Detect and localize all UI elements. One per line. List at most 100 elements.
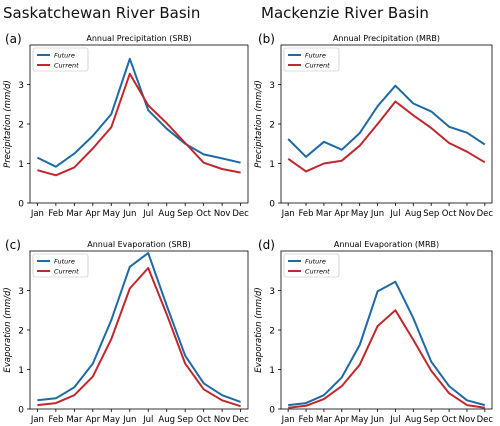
y-tick-label: 2 xyxy=(269,121,275,131)
y-tick-label: 2 xyxy=(269,327,275,337)
y-tick-label: 3 xyxy=(269,287,275,297)
y-tick-label: 0 xyxy=(18,200,24,210)
y-tick-label: 1 xyxy=(269,160,275,170)
x-tick-label: Aug xyxy=(405,209,422,219)
y-axis-label: Evaporation (mm/d) xyxy=(3,287,13,372)
x-tick-label: May xyxy=(351,415,369,425)
x-tick-label: Jan xyxy=(281,415,295,425)
x-tick-label: Mar xyxy=(316,415,333,425)
x-tick-label: Oct xyxy=(442,415,457,425)
chart-title: Annual Evaporation (SRB) xyxy=(87,240,190,249)
panel-label: (b) xyxy=(258,32,275,46)
panel-label: (a) xyxy=(5,32,22,46)
x-tick-label: Oct xyxy=(196,415,211,425)
series-line-future xyxy=(288,280,486,407)
x-tick-label: Nov xyxy=(459,415,476,425)
legend: Future Current xyxy=(283,253,340,278)
x-tick-label: Jul xyxy=(142,415,153,425)
x-tick-label: Aug xyxy=(158,209,175,219)
x-tick-label: May xyxy=(351,209,369,219)
x-tick-label: Apr xyxy=(85,209,100,219)
basin-title-left: Saskatchewan River Basin xyxy=(3,4,201,22)
x-tick-label: Sep xyxy=(423,415,439,425)
x-tick-label: Sep xyxy=(177,209,193,219)
x-tick-label: Mar xyxy=(66,209,83,219)
legend: Future Current xyxy=(32,253,89,278)
chart-title: Annual Evaporation (MRB) xyxy=(334,240,439,249)
series-line-current xyxy=(37,72,241,177)
y-axis-label: Precipitation (mm/d) xyxy=(3,80,13,168)
legend: Future Current xyxy=(283,47,340,72)
series-line-future xyxy=(287,84,486,158)
legend-label: Future xyxy=(54,52,75,60)
x-tick-label: Feb xyxy=(48,415,63,425)
x-tick-label: Feb xyxy=(299,209,314,219)
x-tick-label: Dec xyxy=(232,415,249,425)
x-tick-label: Jun xyxy=(370,415,384,425)
y-tick-label: 1 xyxy=(18,366,24,376)
x-tick-label: Jan xyxy=(30,415,44,425)
y-tick-label: 3 xyxy=(269,81,275,91)
x-tick-label: Aug xyxy=(158,415,175,425)
x-tick-label: May xyxy=(102,209,120,219)
legend-label: Current xyxy=(305,268,330,276)
y-tick-label: 2 xyxy=(18,327,24,337)
x-tick-label: Mar xyxy=(66,415,83,425)
legend-label: Future xyxy=(305,258,326,266)
y-tick-label: 0 xyxy=(269,200,275,210)
y-axis-label: Evaporation (mm/d) xyxy=(254,287,264,372)
x-tick-label: Nov xyxy=(214,415,231,425)
x-tick-label: Jun xyxy=(122,415,136,425)
x-tick-label: Apr xyxy=(334,415,349,425)
series-line-current xyxy=(287,100,486,173)
x-tick-label: Apr xyxy=(85,415,100,425)
legend: Future Current xyxy=(32,47,89,72)
x-tick-label: Dec xyxy=(477,209,494,219)
x-tick-label: May xyxy=(102,415,120,425)
y-tick-label: 1 xyxy=(269,366,275,376)
x-tick-label: Oct xyxy=(196,209,211,219)
series-line-current xyxy=(37,267,241,408)
x-tick-label: Jul xyxy=(142,209,153,219)
x-tick-label: Jun xyxy=(370,209,384,219)
series-line-future xyxy=(36,57,241,168)
series-line-future xyxy=(37,252,241,403)
x-tick-label: Jul xyxy=(389,415,400,425)
chart-title: Annual Precipitation (SRB) xyxy=(86,34,191,43)
y-tick-label: 2 xyxy=(18,121,24,131)
x-tick-label: Feb xyxy=(48,209,63,219)
x-tick-label: Jun xyxy=(122,209,136,219)
legend-label: Current xyxy=(54,62,79,70)
y-tick-label: 3 xyxy=(18,287,24,297)
panel-label: (c) xyxy=(5,238,21,252)
x-tick-label: Aug xyxy=(405,415,422,425)
y-tick-label: 0 xyxy=(269,406,275,416)
x-tick-label: Nov xyxy=(214,209,231,219)
x-tick-label: Sep xyxy=(177,415,193,425)
x-tick-label: Oct xyxy=(442,209,457,219)
y-tick-label: 3 xyxy=(18,81,24,91)
x-tick-label: Apr xyxy=(334,209,349,219)
chart-panel-3: (c) Annual Evaporation (SRB) 0 1 2 3 Jan Feb Mar… xyxy=(3,238,249,425)
x-tick-label: Dec xyxy=(477,415,494,425)
legend-label: Current xyxy=(54,268,79,276)
legend-label: Future xyxy=(54,258,75,266)
x-tick-label: Jan xyxy=(281,209,295,219)
y-tick-label: 0 xyxy=(18,406,24,416)
x-tick-label: Sep xyxy=(423,209,439,219)
chart-panel-4: (d) Annual Evaporation (MRB) 0 1 2 3 Jan Feb Mar… xyxy=(254,238,493,425)
x-tick-label: Feb xyxy=(299,415,314,425)
x-tick-label: Dec xyxy=(232,209,249,219)
legend-label: Future xyxy=(305,52,326,60)
chart-title: Annual Precipitation (MRB) xyxy=(333,34,440,43)
x-tick-label: Jan xyxy=(30,209,44,219)
series-line-current xyxy=(288,309,485,409)
y-tick-label: 1 xyxy=(18,160,24,170)
x-tick-label: Jul xyxy=(389,209,400,219)
legend-label: Current xyxy=(305,62,330,70)
x-tick-label: Mar xyxy=(316,209,333,219)
basin-title-right: Mackenzie River Basin xyxy=(261,4,429,22)
